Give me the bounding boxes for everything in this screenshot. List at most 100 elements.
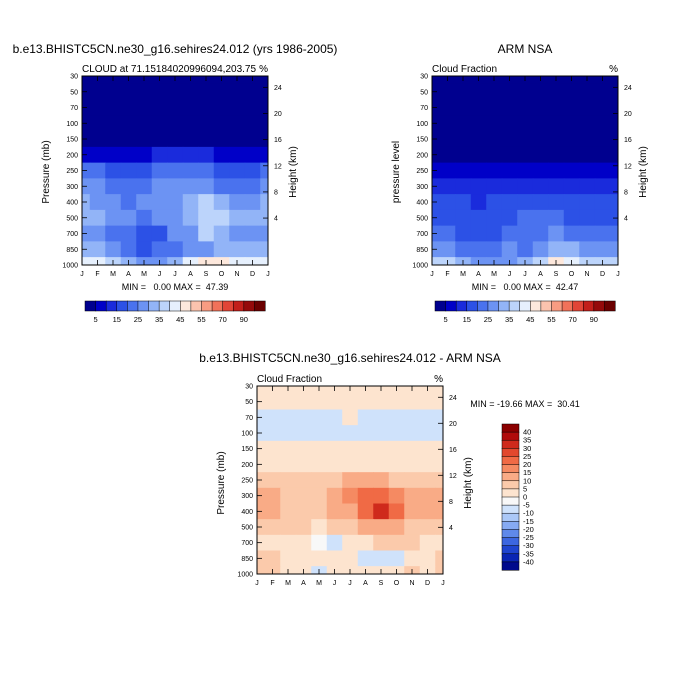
heatmap-cell — [501, 194, 518, 211]
heatmap-cell — [532, 99, 549, 116]
heatmap-cell — [213, 225, 230, 242]
y-tick-label: 400 — [416, 200, 428, 207]
colorbar-swatch — [105, 300, 118, 312]
heatmap-cell — [439, 241, 456, 258]
panel-model-cloud: b.e13.BHISTC5CN.ne30_g16.sehires24.012 (… — [13, 42, 338, 324]
panel3-heatmap — [257, 386, 443, 574]
y-tick-label: 850 — [241, 556, 253, 563]
panel2-subtitle: Cloud Fraction — [432, 64, 497, 75]
colorbar-swatch — [501, 464, 520, 474]
colorbar-swatch — [434, 300, 447, 312]
heatmap-cell — [167, 225, 184, 242]
x-tick-label: F — [95, 271, 99, 278]
y-tick-label: 500 — [416, 215, 428, 222]
heatmap-cell — [470, 83, 487, 101]
heatmap-cell — [470, 241, 487, 258]
heatmap-cell — [244, 209, 261, 227]
heatmap-cell — [439, 178, 456, 195]
heatmap-cell — [357, 440, 374, 458]
heatmap-cell — [182, 162, 199, 179]
heatmap-cell — [439, 131, 456, 148]
colorbar-swatch — [201, 300, 213, 312]
heatmap-cell — [167, 178, 184, 195]
heatmap-cell — [357, 393, 374, 411]
heatmap-cell — [532, 162, 549, 179]
y-tick-label: 30 — [245, 384, 253, 391]
x-tick-label: J — [523, 271, 527, 278]
heatmap-cell — [244, 146, 261, 164]
y-tick-label: 150 — [241, 446, 253, 453]
heatmap-cell — [486, 131, 503, 148]
colorbar-label: 70 — [568, 315, 576, 324]
heatmap-cell — [432, 76, 441, 85]
heatmap-cell — [105, 241, 122, 258]
heatmap-cell — [295, 440, 312, 458]
heatmap-cell — [82, 257, 91, 265]
heatmap-cell — [264, 519, 281, 536]
heatmap-cell — [388, 409, 405, 426]
heatmap-cell — [357, 472, 374, 489]
heatmap-cell — [260, 241, 268, 258]
heatmap-cell — [455, 209, 472, 227]
heatmap-cell — [455, 225, 472, 242]
heatmap-cell — [120, 99, 137, 116]
heatmap-cell — [213, 99, 230, 116]
colorbar-label: 15 — [463, 315, 471, 324]
heatmap-cell — [136, 194, 153, 211]
heatmap-cell — [439, 194, 456, 211]
colorbar-swatch — [137, 300, 150, 312]
heatmap-cell — [311, 393, 328, 411]
heatmap-cell — [501, 209, 518, 227]
heatmap-cell — [419, 456, 436, 473]
heatmap-cell — [470, 146, 487, 164]
heatmap-cell — [532, 241, 549, 258]
panel2-colorbar: 5 15 25 35 45 55 70 90 — [434, 300, 616, 324]
heatmap-cell — [404, 472, 421, 489]
panel1-colorbar: 5 15 25 35 45 55 70 90 — [84, 300, 266, 324]
colorbar-label: 25 — [484, 315, 492, 324]
x-tick-label: S — [204, 271, 209, 278]
heatmap-cell — [501, 115, 518, 132]
heatmap-cell — [517, 146, 534, 164]
panel1-stats: MIN = 0.00 MAX = 47.39 — [122, 282, 229, 292]
panel3-ylabel-right: Height (km) — [463, 457, 474, 509]
colorbar-swatch — [593, 300, 605, 312]
heatmap-cell — [594, 83, 611, 101]
heatmap-cell — [264, 393, 281, 411]
heatmap-cell — [198, 225, 215, 242]
heatmap-cell — [182, 241, 199, 258]
y-tick-label: 30 — [70, 74, 78, 81]
heatmap-cell — [264, 534, 281, 552]
heatmap-cell — [435, 456, 443, 473]
colorbar-label: 20 — [523, 460, 531, 469]
y-tick-label: 300 — [416, 184, 428, 191]
heatmap-cell — [435, 393, 443, 411]
heatmap-cell — [388, 425, 405, 442]
heatmap-cell — [501, 131, 518, 148]
y-tick-label: 700 — [416, 231, 428, 238]
heatmap-cell — [388, 534, 405, 552]
y-right-tick-label: 8 — [624, 189, 628, 196]
heatmap-cell — [501, 225, 518, 242]
heatmap-cell — [182, 99, 199, 116]
heatmap-cell — [435, 472, 443, 489]
colorbar-swatch — [116, 300, 128, 312]
heatmap-cell — [182, 131, 199, 148]
y-right-tick-label: 24 — [624, 85, 632, 92]
heatmap-cell — [435, 425, 443, 442]
heatmap-cell — [548, 209, 565, 227]
colorbar-swatch — [501, 431, 520, 441]
panel2-units: % — [609, 64, 618, 75]
heatmap-cell — [89, 99, 106, 116]
heatmap-cell — [120, 225, 137, 242]
panel3-axes: J F M A M J J A S O N D J 30 50 70 100 150 200 250 300 400 500… — [237, 384, 456, 588]
panel1-subtitle: CLOUD at 71.15184020996094,203.75 — [82, 64, 256, 75]
heatmap-cell — [579, 209, 596, 227]
colorbar-label: -5 — [523, 501, 530, 510]
heatmap-cell — [404, 440, 421, 458]
heatmap-cell — [610, 178, 618, 195]
x-tick-label: S — [554, 271, 559, 278]
heatmap-cell — [404, 409, 421, 426]
heatmap-cell — [419, 440, 436, 458]
heatmap-cell — [486, 194, 503, 211]
